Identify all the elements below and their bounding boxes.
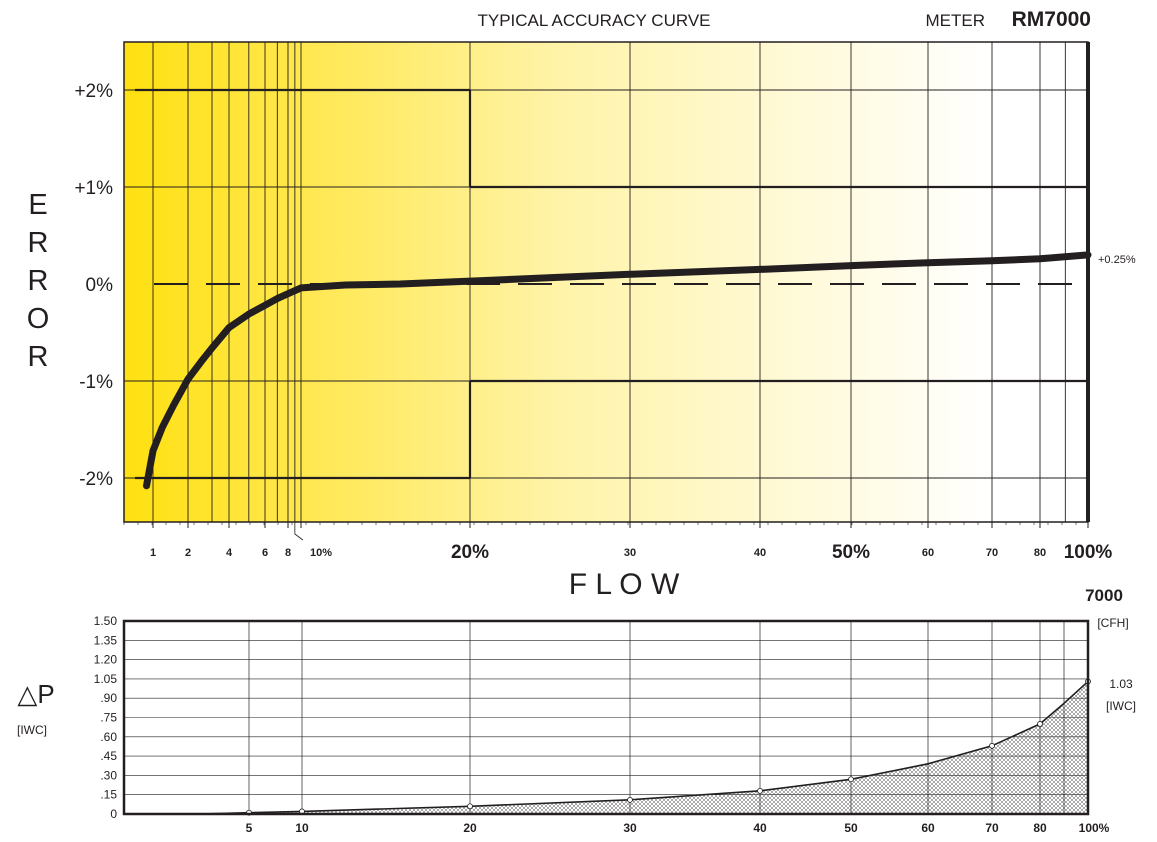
dp-symbol-label: △P: [17, 679, 54, 709]
accuracy-limit-lines: [134, 88, 1088, 480]
x-tick-label: 30: [624, 547, 636, 559]
x-tick-label: 50%: [832, 542, 870, 563]
bottom-x-tick-labels: 5 10 20 30 40 50 60 70 80 100%: [246, 821, 1110, 835]
error-letter: E: [28, 189, 47, 221]
x-tick-label: 60: [922, 547, 934, 559]
pressure-drop-marker: [627, 796, 633, 803]
pressure-drop-curve: [198, 680, 1089, 815]
bottom-y-tick-label: .30: [100, 768, 117, 782]
capacity-value: 7000: [1085, 586, 1123, 605]
top-axis-ticks: [123, 522, 1089, 541]
end-error-annotation: +0.25%: [1098, 254, 1136, 266]
pressure-drop-marker: [1037, 721, 1043, 727]
ten-percent-leader: [294, 522, 304, 541]
bottom-plot-frame: [122, 619, 1090, 816]
top-x-tick-labels: 1 2 4 6 8 10% 20% 30 40 50% 60 70 80 100%: [150, 542, 1112, 563]
bottom-y-tick-label: .45: [100, 749, 117, 763]
dp-unit-label: [IWC]: [17, 723, 47, 737]
x-tick-label: 2: [185, 547, 191, 559]
top-y-tick-labels: +2% +1% 0% -1% -2%: [74, 81, 113, 490]
bottom-y-tick-label: 1.05: [94, 672, 118, 686]
pressure-drop-marker: [757, 787, 763, 794]
pressure-drop-marker: [848, 776, 854, 783]
error-letter: O: [27, 303, 50, 335]
bottom-x-tick-label: 50: [844, 821, 858, 835]
y-tick-label: +1%: [74, 178, 113, 199]
x-tick-label: 40: [754, 547, 766, 559]
y-tick-label: 0%: [86, 275, 114, 296]
error-curve-series: [143, 251, 1092, 490]
end-dp-unit: [IWC]: [1106, 699, 1136, 713]
bottom-x-tick-label: 10: [295, 821, 309, 835]
y-tick-label: -2%: [79, 469, 113, 490]
meter-label: METER: [926, 11, 986, 30]
bottom-x-tick-label: 80: [1033, 821, 1047, 835]
bottom-y-tick-label: .15: [100, 788, 117, 802]
flow-axis-label: F L O W: [569, 568, 680, 601]
bottom-x-tick-label: 30: [623, 821, 637, 835]
x-tick-label: 4: [226, 547, 233, 559]
x-tick-label: 10%: [310, 547, 332, 559]
bottom-y-tick-label: 0: [110, 807, 117, 821]
pressure-drop-marker: [467, 803, 473, 810]
bottom-x-tick-label: 20: [463, 821, 477, 835]
end-dp-value: 1.03: [1109, 677, 1133, 691]
error-letter: R: [28, 265, 49, 297]
error-letter: R: [28, 341, 49, 373]
x-tick-label: 1: [150, 547, 156, 559]
bottom-y-tick-labels: 0 .15 .30 .45 .60 .75 .90 1.05 1.20 1.35 1.50: [94, 614, 118, 821]
bottom-y-tick-label: .75: [100, 711, 117, 725]
bottom-y-tick-label: .60: [100, 730, 117, 744]
meter-model: RM7000: [1012, 8, 1091, 31]
y-tick-label: -1%: [79, 372, 113, 393]
chart-title: TYPICAL ACCURACY CURVE: [477, 11, 710, 30]
bottom-y-tick-label: 1.50: [94, 614, 118, 628]
pressure-drop-area-series: [199, 681, 1088, 814]
bottom-x-tick-label: 100%: [1079, 821, 1110, 835]
bottom-x-tick-label: 70: [985, 821, 999, 835]
y-tick-label: +2%: [74, 81, 113, 102]
bottom-x-tick-label: 40: [753, 821, 767, 835]
x-tick-label: 80: [1034, 547, 1046, 559]
error-letter: R: [28, 227, 49, 259]
plot-background: [124, 42, 1088, 522]
x-tick-label: 6: [262, 547, 268, 559]
pressure-drop-marker: [989, 742, 995, 749]
bottom-x-tick-label: 5: [246, 821, 253, 835]
x-tick-label: 70: [986, 547, 998, 559]
x-tick-label: 20%: [451, 542, 489, 563]
x-tick-label: 100%: [1064, 542, 1113, 563]
bottom-y-tick-label: 1.35: [94, 633, 118, 647]
bottom-y-tick-label: 1.20: [94, 653, 118, 667]
capacity-unit: [CFH]: [1097, 616, 1128, 630]
x-tick-label: 8: [285, 547, 291, 559]
bottom-y-tick-label: .90: [100, 691, 117, 705]
bottom-x-tick-label: 60: [921, 821, 935, 835]
